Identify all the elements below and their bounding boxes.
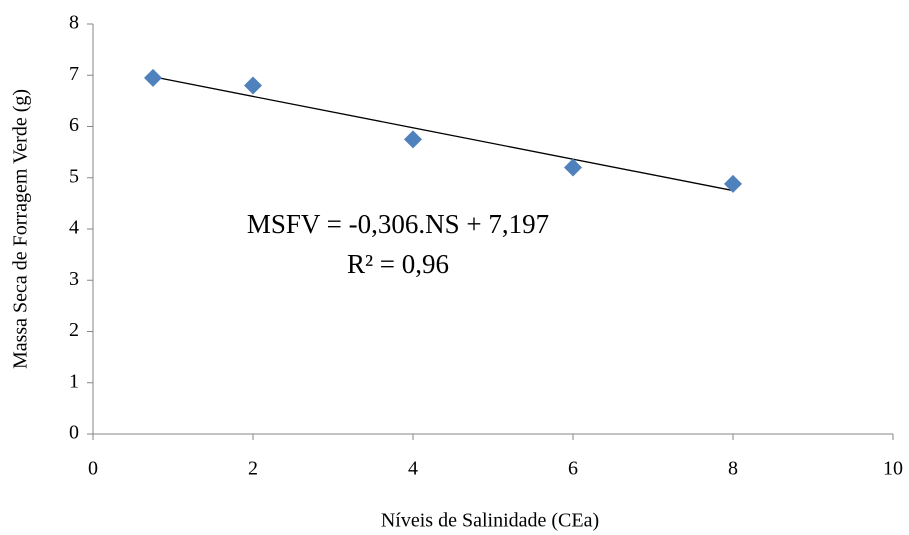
- y-tick-label: 2: [69, 319, 79, 341]
- y-tick-label: 1: [69, 370, 79, 392]
- point: [144, 68, 162, 87]
- equation: MSFV = -0,306.NS + 7,197: [247, 209, 549, 239]
- x-tick-label: 4: [408, 458, 418, 480]
- x-tick-label: 6: [568, 458, 578, 480]
- trendline: [152, 76, 734, 192]
- y-tick-label: 7: [69, 63, 79, 85]
- r-squared: R² = 0,96: [347, 249, 449, 279]
- x-tick-label: 10: [883, 458, 903, 480]
- y-axis-label: Massa Seca de Forragem Verde (g): [10, 89, 32, 369]
- y-tick-label: 8: [69, 12, 79, 34]
- y-tick-label: 4: [69, 217, 79, 239]
- point: [724, 174, 742, 193]
- x-tick-label: 0: [88, 458, 98, 480]
- y-tick-label: 0: [69, 422, 79, 444]
- x-axis-label: Níveis de Salinidade (CEa): [381, 510, 599, 532]
- x-tick-label: 8: [728, 458, 738, 480]
- y-tick-label: 6: [69, 114, 79, 136]
- y-tick-label: 5: [69, 165, 79, 187]
- x-tick-label: 2: [248, 458, 258, 480]
- y-tick-label: 3: [69, 268, 79, 290]
- point: [404, 130, 422, 149]
- point: [564, 158, 582, 177]
- point: [244, 76, 262, 95]
